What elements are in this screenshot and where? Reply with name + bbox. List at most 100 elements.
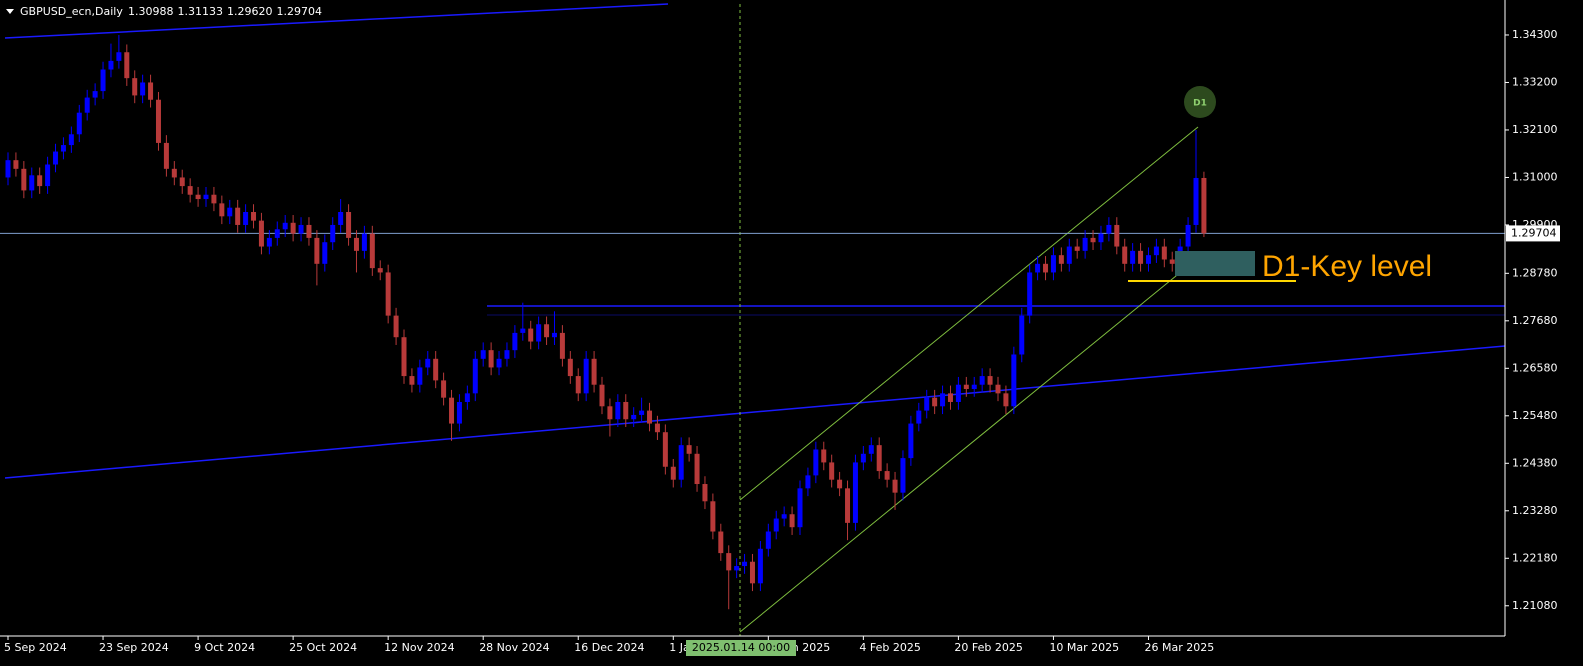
y-tick-label: 1.27680 (1512, 314, 1558, 327)
key-level-label: D1-Key level (1262, 250, 1432, 283)
x-tick-label: 4 Feb 2025 (859, 641, 920, 654)
price-tag (1506, 225, 1560, 242)
candle-body (84, 97, 90, 113)
ohlc-value: 1.31133 (178, 5, 224, 18)
key-zone (1175, 251, 1255, 276)
candle-body (567, 358, 573, 377)
candle-body (235, 207, 241, 225)
candle-body (306, 224, 312, 238)
y-tick-label: 1.25480 (1512, 409, 1558, 422)
candle-body (100, 69, 106, 92)
candle-body (908, 423, 914, 459)
candle-body (1090, 237, 1096, 243)
candle-body (940, 393, 946, 407)
candle-body (932, 397, 938, 407)
candle-body (757, 548, 763, 584)
candle-body (654, 423, 660, 433)
candle-body (298, 224, 304, 234)
candle-body (1058, 255, 1064, 264)
candle-body (385, 272, 391, 316)
candle-body (821, 449, 827, 463)
candle-body (433, 358, 439, 381)
candle-body (583, 358, 589, 394)
candle-body (393, 315, 399, 338)
candle-body (219, 203, 225, 217)
candle-body (1161, 246, 1167, 260)
x-tick-label: 12 Nov 2024 (384, 641, 454, 654)
candle-body (845, 488, 851, 523)
candle-body (171, 168, 177, 178)
candle-body (1074, 246, 1080, 251)
candle-body (678, 445, 684, 480)
candle-body (615, 401, 621, 420)
candle-body (892, 479, 898, 493)
candle-body (53, 151, 59, 165)
candle-body (124, 52, 130, 79)
candle-body (1185, 224, 1191, 247)
candle-body (987, 376, 993, 385)
candle-body (227, 207, 233, 217)
candle-body (805, 475, 811, 489)
candle-body (1027, 272, 1033, 316)
candle-body (599, 384, 605, 407)
candle-body (504, 350, 510, 359)
price-tag-label: 1.29704 (1511, 226, 1557, 239)
candle-body (45, 164, 51, 187)
candle-body (971, 384, 977, 390)
ohlc-value: 1.29620 (227, 5, 273, 18)
candle-body (155, 99, 161, 143)
candle-body (702, 484, 708, 502)
crosshair-tag-label: 2025.01.14 00:00 (692, 641, 790, 654)
candle-body (322, 242, 328, 264)
candle-body (417, 367, 423, 385)
x-tick-label: 10 Mar 2025 (1049, 641, 1119, 654)
candle-body (1035, 263, 1041, 273)
candle-body (1145, 255, 1151, 264)
candle-body (591, 358, 597, 385)
y-tick-label: 1.28780 (1512, 266, 1558, 279)
candle-body (464, 393, 470, 402)
candle-body (195, 194, 201, 200)
y-tick-label: 1.22180 (1512, 551, 1558, 564)
candle-body (520, 328, 526, 333)
candle-body (409, 376, 415, 385)
candle-body (163, 142, 169, 169)
candle-body (480, 350, 486, 359)
y-tick-label: 1.24380 (1512, 456, 1558, 469)
candle-body (536, 324, 542, 342)
y-tick-label: 1.23280 (1512, 504, 1558, 517)
candle-body (528, 328, 534, 342)
candle-body (108, 60, 114, 70)
y-tick-label: 1.33200 (1512, 75, 1558, 88)
candle-body (179, 177, 185, 187)
menu-arrow[interactable] (6, 9, 14, 14)
candle-body (211, 194, 217, 204)
candle-body (1082, 237, 1088, 251)
candle-body (670, 466, 676, 480)
y-tick-label: 1.26580 (1512, 361, 1558, 374)
candle-body (1122, 246, 1128, 264)
candle-body (1153, 246, 1159, 256)
candle-body (797, 488, 803, 528)
candle-body (369, 233, 375, 269)
candle-body (1114, 224, 1120, 247)
candle-body (148, 82, 154, 100)
candle-body (512, 332, 518, 351)
candle-body (773, 518, 779, 532)
candle-body (449, 397, 455, 424)
candle-body (187, 186, 193, 195)
candle-body (1019, 315, 1025, 355)
candle-body (282, 222, 288, 230)
candle-body (852, 462, 858, 523)
trend-line (4, 3, 669, 39)
y-tick-label: 1.32100 (1512, 123, 1558, 136)
x-tick-label: 25 Oct 2024 (289, 641, 357, 654)
candle-body (963, 384, 969, 390)
ohlc-header: 1.30988 1.31133 1.29620 1.29704 (128, 5, 322, 18)
candle-body (947, 393, 953, 402)
candle-body (979, 376, 985, 385)
candle-body (1003, 393, 1009, 407)
candle-body (203, 194, 209, 200)
